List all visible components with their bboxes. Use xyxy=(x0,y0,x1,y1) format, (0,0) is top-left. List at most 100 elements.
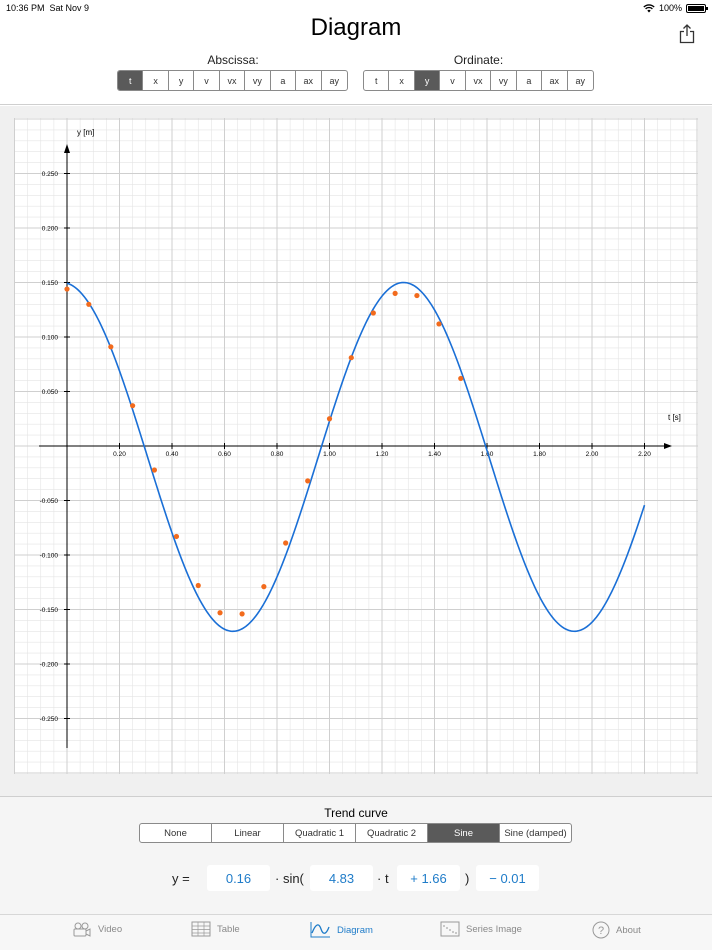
x-tick-label: 1.40 xyxy=(428,451,441,458)
data-point xyxy=(392,290,398,296)
tab-about[interactable]: ? About xyxy=(592,921,641,939)
ordinate-option-x[interactable]: x xyxy=(389,71,415,90)
ordinate-option-t[interactable]: t xyxy=(364,71,390,90)
data-point xyxy=(283,540,289,546)
abscissa-selector[interactable]: t x y v vx vy a ax ay xyxy=(117,70,348,91)
equation-t: · t xyxy=(377,871,389,886)
battery-icon xyxy=(686,3,708,13)
y-tick-label: -0.100 xyxy=(40,553,59,560)
ordinate-selector[interactable]: t x y v vx vy a ax ay xyxy=(363,70,594,91)
ordinate-option-v[interactable]: v xyxy=(440,71,466,90)
diagram-chart[interactable]: 0.20 0.40 0.60 0.80 1.00 1.20 1.40 1.60 1.80 2.00… xyxy=(14,118,698,774)
table-icon xyxy=(191,921,211,937)
help-icon: ? xyxy=(592,921,610,939)
equation-lhs: y = xyxy=(172,871,190,886)
data-point xyxy=(195,582,201,589)
tab-series-image[interactable]: Series Image xyxy=(440,921,522,937)
x-tick-label: 1.60 xyxy=(481,451,494,458)
abscissa-option-x[interactable]: x xyxy=(143,71,169,90)
data-point xyxy=(151,467,158,473)
trend-option-none[interactable]: None xyxy=(140,824,212,842)
x-tick-label: 0.40 xyxy=(166,451,179,458)
trend-curve xyxy=(66,281,646,633)
y-axis-arrow xyxy=(64,144,70,153)
share-icon[interactable] xyxy=(679,24,695,44)
svg-text:?: ? xyxy=(598,925,604,937)
y-tick-label: 0.050 xyxy=(42,389,59,396)
abscissa-option-t[interactable]: t xyxy=(118,71,144,90)
trend-curve-selector[interactable]: None Linear Quadratic 1 Quadratic 2 Sine Sine… xyxy=(139,823,572,843)
abscissa-option-y[interactable]: y xyxy=(169,71,195,90)
data-point xyxy=(326,416,333,422)
y-tick-label: 0.150 xyxy=(42,280,59,287)
phase-field[interactable]: + 1.66 xyxy=(397,865,460,891)
ordinate-label: Ordinate: xyxy=(453,53,504,67)
tab-bar: Video Table Diagram Series Image ? About xyxy=(0,914,712,950)
y-tick-label: -0.200 xyxy=(40,662,59,669)
data-point xyxy=(370,310,376,316)
chart-panel: 0.20 0.40 0.60 0.80 1.00 1.20 1.40 1.60 1.80 2.00… xyxy=(0,106,712,796)
x-tick-label: 1.20 xyxy=(376,451,389,458)
trend-option-sine[interactable]: Sine xyxy=(428,824,500,842)
video-icon xyxy=(73,922,91,937)
abscissa-option-vy[interactable]: vy xyxy=(245,71,271,90)
data-point xyxy=(436,321,442,327)
header-divider xyxy=(0,104,712,105)
chart-area[interactable]: 0.20 0.40 0.60 0.80 1.00 1.20 1.40 1.60 1.80 2.00… xyxy=(14,118,698,774)
status-right: 100% xyxy=(643,3,708,13)
trend-curve-label: Trend curve xyxy=(324,806,388,820)
data-point xyxy=(108,344,114,350)
data-point xyxy=(86,301,92,307)
status-time: 10:36 PM Sat Nov 9 xyxy=(6,3,90,13)
wifi-icon xyxy=(643,3,655,12)
trend-option-quadratic-2[interactable]: Quadratic 2 xyxy=(356,824,428,842)
data-point xyxy=(173,533,180,540)
data-point xyxy=(217,610,223,616)
data-point xyxy=(130,403,136,409)
diagram-icon xyxy=(310,922,330,938)
status-bar: 10:36 PM Sat Nov 9 100% xyxy=(0,0,712,16)
ordinate-option-y[interactable]: y xyxy=(414,71,441,90)
amplitude-field[interactable]: 0.16 xyxy=(207,865,270,891)
x-tick-label: 0.80 xyxy=(271,451,284,458)
series-image-icon xyxy=(440,921,460,937)
y-tick-label: 0.200 xyxy=(42,226,59,233)
ordinate-option-ax[interactable]: ax xyxy=(542,71,568,90)
x-axis-label: t [s] xyxy=(668,413,681,422)
ordinate-option-ay[interactable]: ay xyxy=(575,75,585,86)
y-tick-label: -0.150 xyxy=(40,607,59,614)
data-point xyxy=(64,286,70,292)
y-tick-label: -0.250 xyxy=(40,716,59,723)
tab-table[interactable]: Table xyxy=(191,921,240,937)
abscissa-option-v[interactable]: v xyxy=(194,71,220,90)
tab-video[interactable]: Video xyxy=(72,921,122,937)
abscissa-option-a[interactable]: a xyxy=(271,71,297,90)
y-tick-label: 0.250 xyxy=(42,171,59,178)
abscissa-option-ax[interactable]: ax xyxy=(296,71,322,90)
abscissa-label: Abscissa: xyxy=(207,53,259,67)
data-point xyxy=(239,611,245,617)
omega-field[interactable]: 4.83 xyxy=(310,865,373,891)
ordinate-option-vx[interactable]: vx xyxy=(466,71,492,90)
page-title: Diagram xyxy=(310,14,402,41)
abscissa-option-ay[interactable]: ay xyxy=(329,75,339,86)
equation-sin: · sin( xyxy=(275,871,304,886)
y-axis-label: y [m] xyxy=(77,128,94,137)
data-point xyxy=(261,584,267,590)
tab-diagram[interactable]: Diagram xyxy=(309,921,373,939)
x-tick-label: 2.20 xyxy=(638,451,651,458)
trend-option-quadratic-1[interactable]: Quadratic 1 xyxy=(284,824,356,842)
offset-field[interactable]: − 0.01 xyxy=(476,865,539,891)
x-axis-arrow xyxy=(664,443,672,449)
data-point xyxy=(305,478,311,484)
trend-option-sine-damped-[interactable]: Sine (damped) xyxy=(504,827,567,839)
trend-option-linear[interactable]: Linear xyxy=(212,824,284,842)
ordinate-option-vy[interactable]: vy xyxy=(491,71,517,90)
data-point xyxy=(458,375,464,382)
x-tick-label: 0.60 xyxy=(218,451,231,458)
battery-percent: 100% xyxy=(658,3,682,13)
trend-panel: Trend curve None Linear Quadratic 1 Quadrat… xyxy=(0,796,712,914)
x-tick-label: 2.00 xyxy=(586,451,599,458)
ordinate-option-a[interactable]: a xyxy=(517,71,543,90)
abscissa-option-vx[interactable]: vx xyxy=(220,71,246,90)
